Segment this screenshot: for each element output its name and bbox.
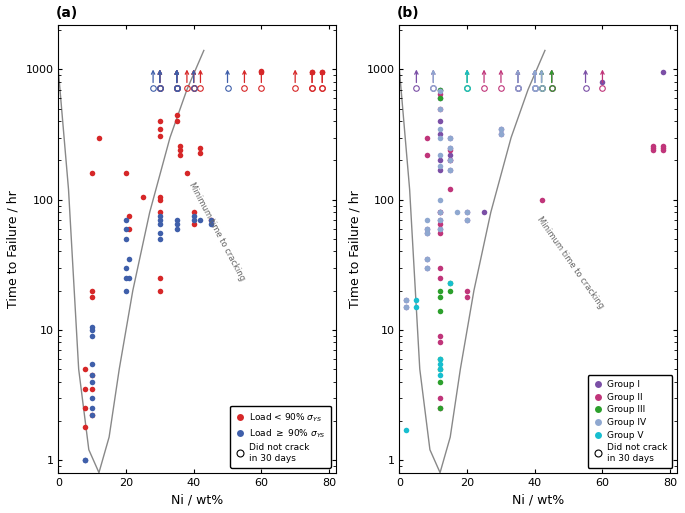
Y-axis label: Time to Failure / hr: Time to Failure / hr bbox=[7, 190, 20, 308]
X-axis label: Ni / wt%: Ni / wt% bbox=[512, 493, 564, 506]
Legend: Group I, Group II, Group III, Group IV, Group V, Did not crack
in 30 days: Group I, Group II, Group III, Group IV, … bbox=[588, 375, 673, 468]
Text: Minimum time to cracking: Minimum time to cracking bbox=[187, 181, 247, 282]
X-axis label: Ni / wt%: Ni / wt% bbox=[171, 493, 223, 506]
Text: (b): (b) bbox=[397, 7, 419, 21]
Legend: Load < 90% $\sigma_{YS}$, Load $\geq$ 90% $\sigma_{YS}$, Did not crack
in 30 day: Load < 90% $\sigma_{YS}$, Load $\geq$ 90… bbox=[230, 406, 332, 468]
Text: (a): (a) bbox=[55, 7, 78, 21]
Text: Minimum time to cracking: Minimum time to cracking bbox=[535, 214, 606, 310]
Y-axis label: Time to Failure / hr: Time to Failure / hr bbox=[348, 190, 361, 308]
